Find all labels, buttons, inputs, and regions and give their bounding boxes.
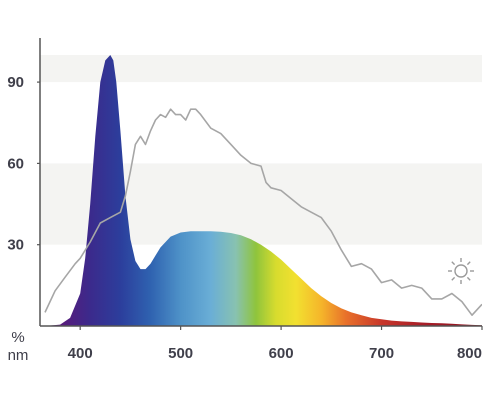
y-axis-ticks: 30 60 90 — [7, 74, 40, 254]
sun-icon — [448, 258, 474, 284]
x-tick-label: 600 — [269, 345, 294, 362]
y-tick-label: 30 — [7, 237, 24, 254]
y-unit-label: % — [11, 329, 24, 346]
y-tick-label: 90 — [7, 74, 24, 91]
x-tick-label: 400 — [68, 345, 93, 362]
x-tick-label: 700 — [369, 345, 394, 362]
spectrum-area — [45, 55, 482, 326]
x-tick-label: 800 — [457, 345, 482, 362]
x-axis-ticks: 400 500 600 700 800 — [68, 326, 483, 362]
x-unit-label: nm — [8, 347, 29, 364]
reference-curve-line — [44, 108, 482, 316]
x-tick-label: 500 — [168, 345, 193, 362]
y-tick-label: 60 — [7, 155, 24, 172]
